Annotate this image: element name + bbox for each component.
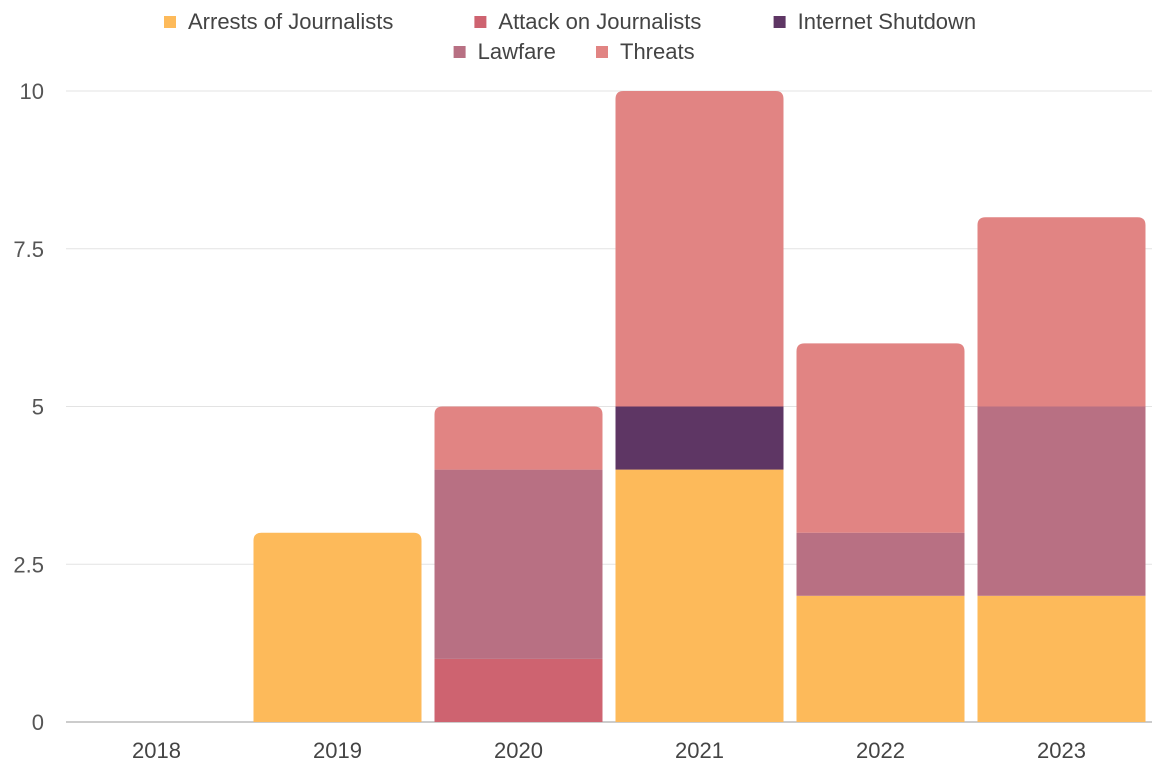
- x-tick-label: 2023: [1037, 738, 1086, 763]
- bar-segment: [434, 658, 603, 722]
- bar-segment: [977, 406, 1146, 596]
- legend-label: Attack on Journalists: [498, 9, 701, 34]
- bar-segment: [796, 343, 965, 533]
- bar-segment: [434, 469, 603, 659]
- x-tick-label: 2018: [132, 738, 181, 763]
- legend-item: Threats: [596, 39, 695, 64]
- legend-swatch: [474, 16, 487, 28]
- x-tick-label: 2022: [856, 738, 905, 763]
- legend-item: Internet Shutdown: [773, 9, 977, 34]
- legend-item: Lawfare: [453, 39, 556, 64]
- legend-label: Internet Shutdown: [798, 9, 977, 34]
- bar-segment: [253, 532, 422, 722]
- y-tick-label: 10: [20, 79, 44, 104]
- x-tick-label: 2020: [494, 738, 543, 763]
- legend-swatch: [773, 16, 786, 28]
- bar-segment: [615, 406, 784, 470]
- bar-segment: [977, 217, 1146, 407]
- bar-segment: [796, 595, 965, 722]
- y-tick-label: 0: [32, 710, 44, 735]
- legend-label: Lawfare: [478, 39, 556, 64]
- bar-stack: [796, 343, 965, 722]
- bar-stack: [615, 91, 784, 722]
- legend-item: Arrests of Journalists: [164, 9, 393, 34]
- legend-swatch: [164, 16, 176, 28]
- bar-stack: [977, 217, 1146, 722]
- bar-segment: [434, 406, 603, 470]
- x-tick-label: 2019: [313, 738, 362, 763]
- y-tick-label: 7.5: [13, 237, 44, 262]
- legend-item: Attack on Journalists: [474, 9, 701, 34]
- legend-swatch: [596, 46, 608, 58]
- bar-segment: [615, 469, 784, 722]
- legend-label: Threats: [620, 39, 695, 64]
- x-tick-label: 2021: [675, 738, 724, 763]
- bar-stack: [253, 532, 422, 722]
- y-tick-label: 5: [32, 395, 44, 420]
- legend-swatch: [453, 46, 466, 58]
- bar-segment: [796, 532, 965, 596]
- bar-segment: [615, 91, 784, 407]
- bar-segment: [977, 595, 1146, 722]
- legend-label: Arrests of Journalists: [188, 9, 393, 34]
- y-tick-label: 2.5: [13, 552, 44, 577]
- bar-stack: [434, 406, 603, 722]
